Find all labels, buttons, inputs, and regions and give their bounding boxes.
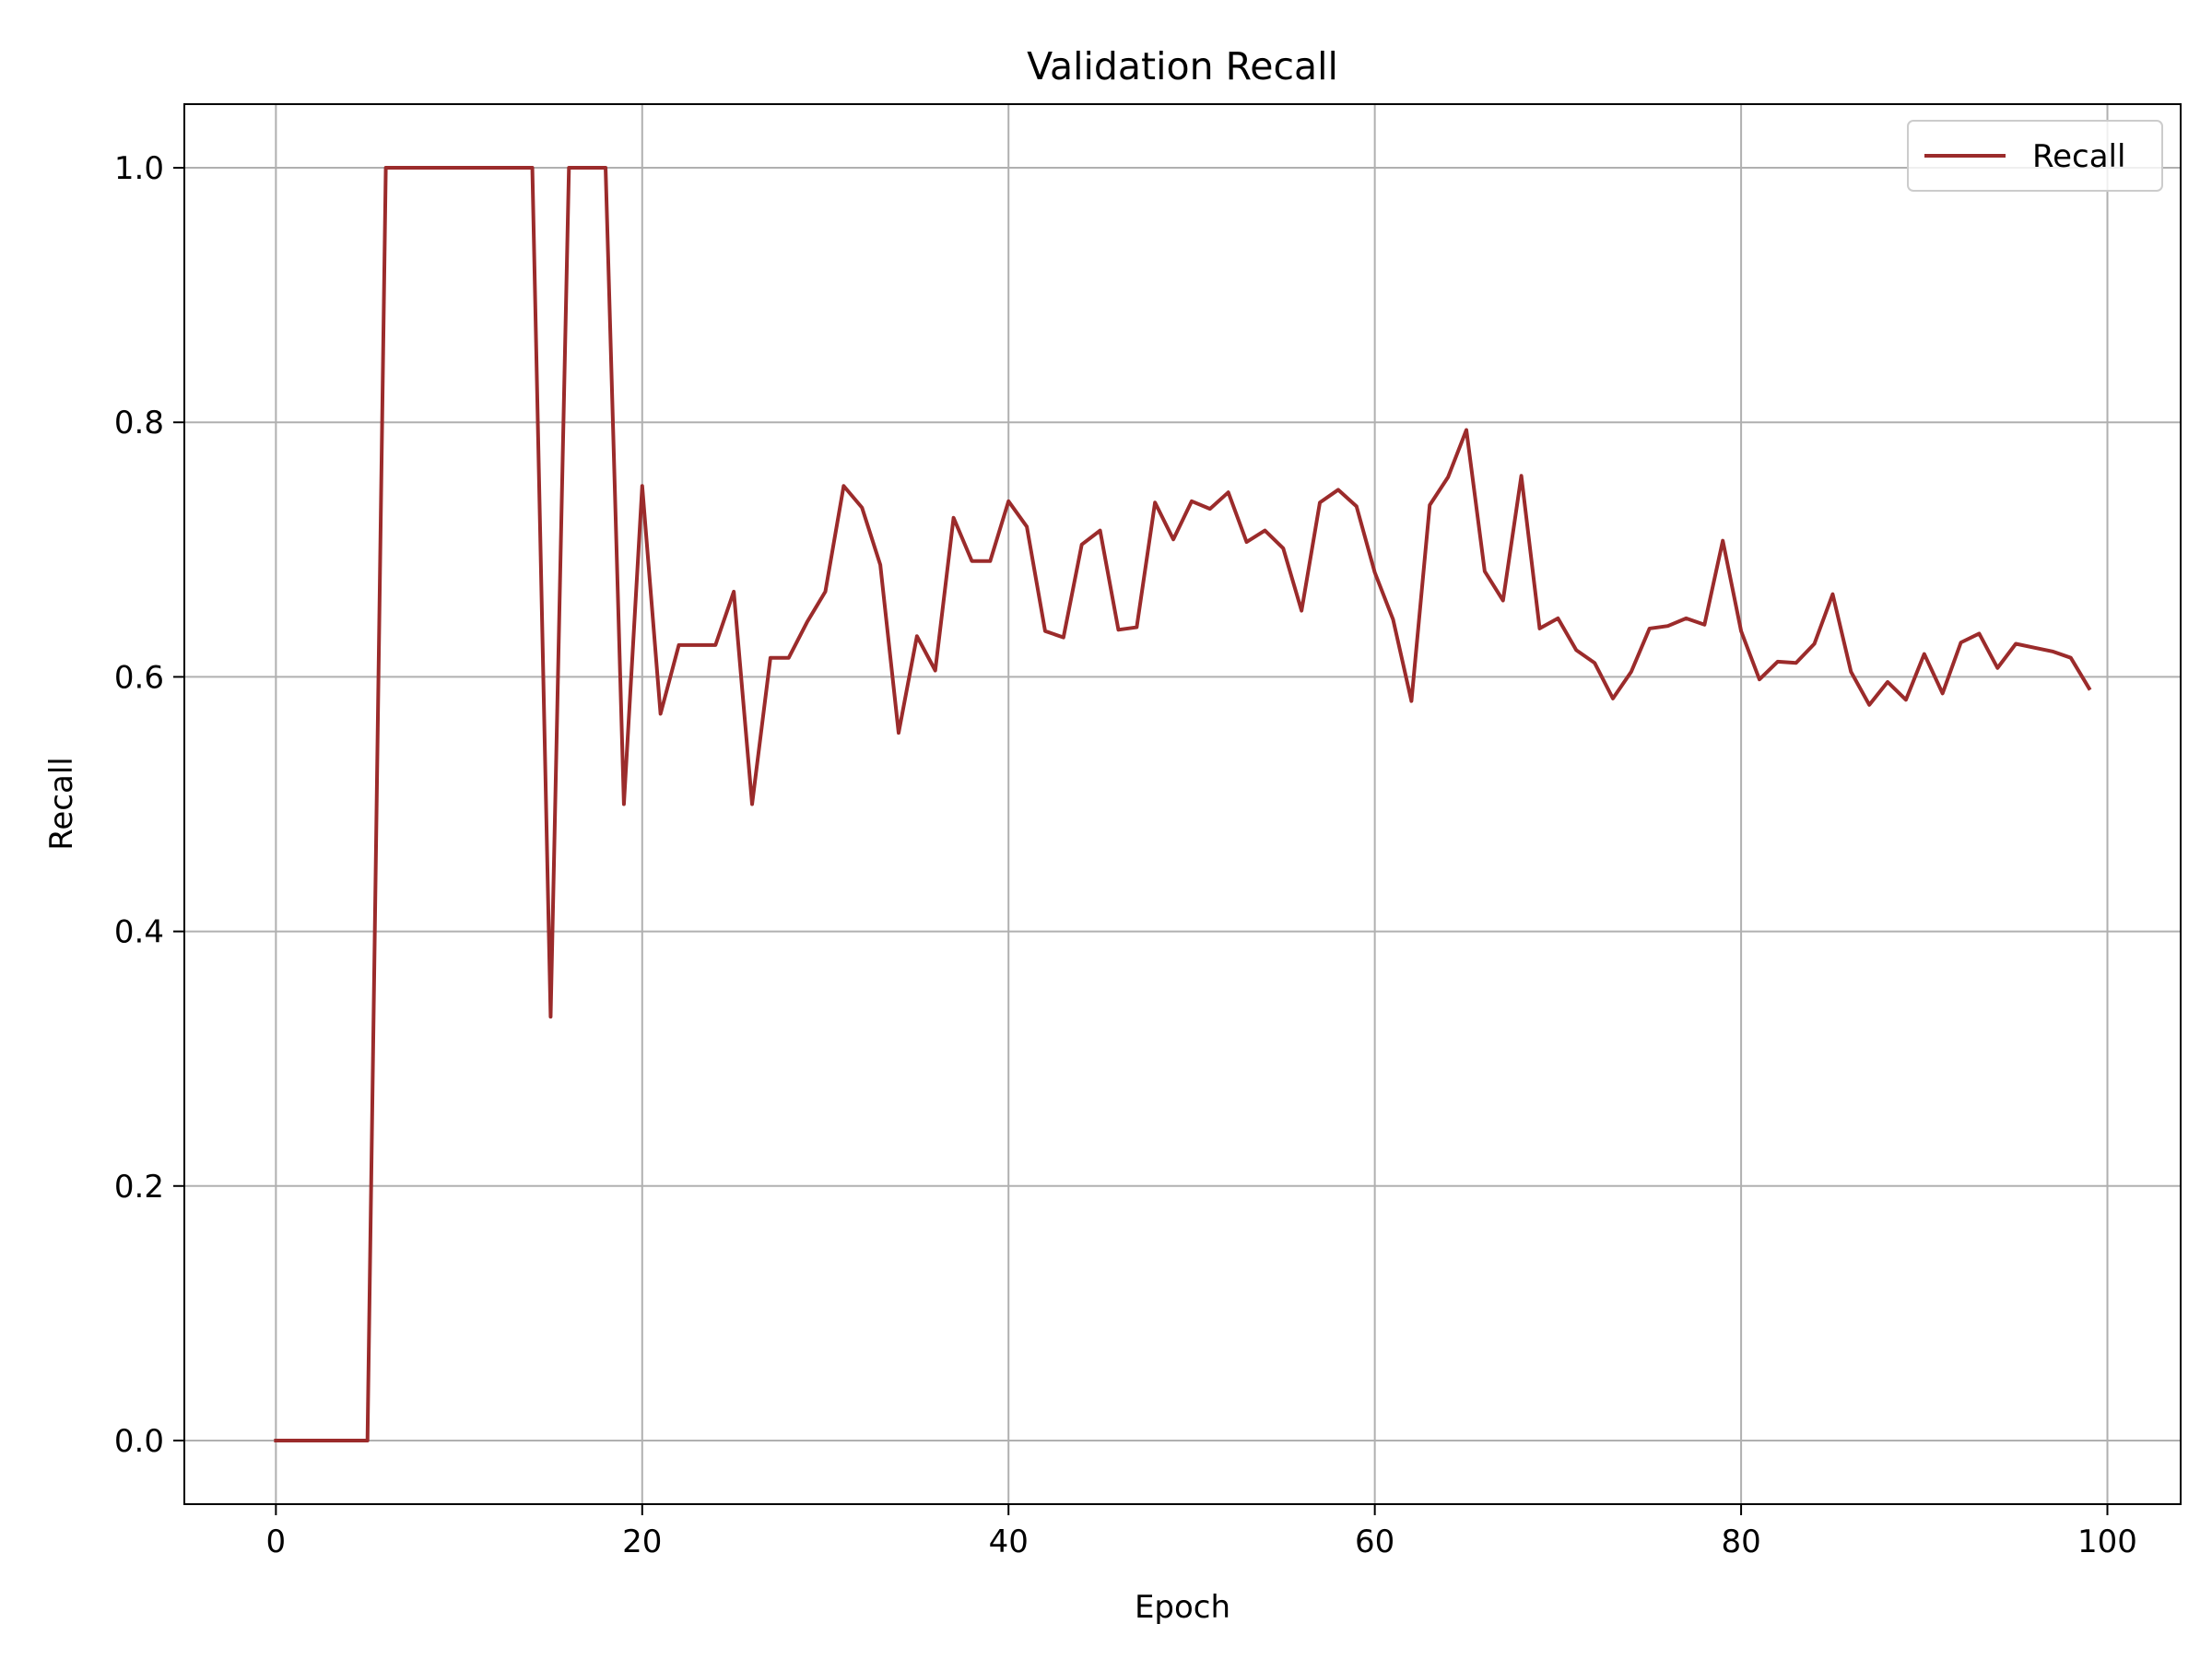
y-tick-label: 0.8 <box>114 405 164 441</box>
y-tick-label: 0.6 <box>114 659 164 696</box>
x-tick-label: 0 <box>266 1524 287 1560</box>
y-tick-label: 0.0 <box>114 1423 164 1460</box>
y-axis-label: Recall <box>43 757 80 850</box>
legend-box <box>1907 120 2163 192</box>
legend: Recall <box>1907 120 2163 192</box>
x-axis-label: Epoch <box>1135 1589 1230 1626</box>
y-tick-label: 1.0 <box>114 150 164 187</box>
legend-label-recall: Recall <box>2032 138 2125 175</box>
series-line-recall <box>274 166 2092 1442</box>
y-tick-label: 0.2 <box>114 1169 164 1206</box>
x-tick-label: 80 <box>1721 1524 1760 1560</box>
plot-area-frame <box>183 103 2182 1505</box>
x-tick-label: 20 <box>622 1524 662 1560</box>
grid <box>184 104 2181 1504</box>
x-tick-label: 40 <box>989 1524 1029 1560</box>
chart-title: Validation Recall <box>1027 44 1338 88</box>
x-tick-label: 100 <box>2077 1524 2137 1560</box>
x-tick-label: 60 <box>1355 1524 1394 1560</box>
series-layer <box>274 166 2092 1442</box>
y-tick-label: 0.4 <box>114 914 164 951</box>
axis-ticks: 0 20 40 60 80 100 0.0 0.2 0.4 0.6 0.8 1.0 <box>114 150 2137 1560</box>
